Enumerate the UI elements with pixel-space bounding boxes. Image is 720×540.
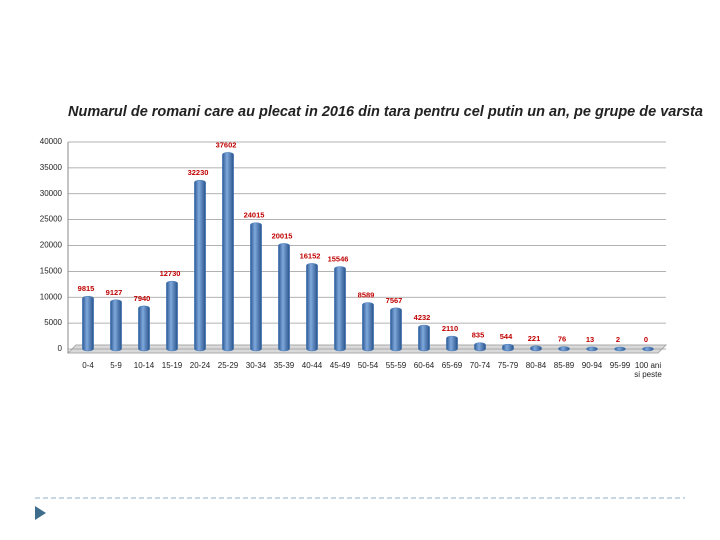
data-label: 76: [558, 335, 566, 344]
y-tick-label: 10000: [40, 292, 63, 301]
x-tick-label: 15-19: [161, 361, 183, 370]
bar: [110, 299, 122, 352]
x-tick-label: 90-94: [581, 361, 603, 370]
bar: [222, 152, 234, 352]
bar: [390, 307, 402, 352]
bar: [138, 305, 150, 352]
x-tick-label: 50-54: [357, 361, 379, 370]
data-label: 24015: [244, 211, 265, 220]
bar: [334, 266, 346, 352]
x-tick-label: 5-9: [110, 361, 122, 370]
bullet-arrow: [35, 506, 46, 520]
x-tick-label: 40-44: [301, 361, 323, 370]
data-label: 8589: [358, 291, 375, 300]
x-tick-label: 25-29: [217, 361, 239, 370]
x-tick-label: 30-34: [245, 361, 267, 370]
data-label: 544: [500, 332, 513, 341]
x-tick-label: 60-64: [413, 361, 435, 370]
bar: [306, 263, 318, 352]
bar: [194, 179, 206, 352]
data-label: 20015: [272, 231, 293, 240]
x-tick-label: 100 ani si peste: [634, 361, 662, 379]
x-tick-label: 55-59: [385, 361, 407, 370]
data-label: 16152: [300, 251, 321, 260]
data-label: 7940: [134, 294, 151, 303]
data-label: 2: [616, 335, 620, 344]
x-tick-label: 85-89: [553, 361, 575, 370]
data-label: 2110: [442, 324, 458, 333]
bar: [474, 342, 486, 352]
data-label: 0: [644, 335, 648, 344]
x-tick-label: 45-49: [329, 361, 351, 370]
bar: [418, 324, 430, 352]
chart-title: Numarul de romani care au plecat in 2016…: [68, 104, 703, 120]
x-tick-label: 75-79: [497, 361, 519, 370]
data-label: 221: [528, 334, 541, 343]
data-label: 7567: [386, 296, 403, 305]
data-label: 9127: [106, 288, 123, 297]
data-label: 835: [472, 331, 485, 340]
bar: [502, 343, 514, 352]
bar: [614, 346, 626, 352]
x-tick-label: 70-74: [469, 361, 491, 370]
x-tick-label: 10-14: [133, 361, 155, 370]
bar: [530, 345, 542, 352]
y-tick-label: 0: [58, 344, 63, 353]
bar: [586, 346, 598, 352]
x-tick-label: 80-84: [525, 361, 547, 370]
x-tick-label: 20-24: [189, 361, 211, 370]
data-label: 13: [586, 335, 594, 344]
y-tick-label: 30000: [40, 189, 63, 198]
bar: [558, 346, 570, 352]
x-tick-label: 0-4: [82, 361, 94, 370]
data-label: 9815: [78, 284, 95, 293]
x-tick-label: 35-39: [273, 361, 295, 370]
x-tick-label: 65-69: [441, 361, 463, 370]
bar: [166, 280, 178, 352]
bar: [642, 346, 654, 352]
data-label: 4232: [414, 313, 431, 322]
bar: [446, 335, 458, 352]
bar: [82, 295, 94, 352]
data-label: 12730: [160, 269, 181, 278]
y-tick-label: 5000: [44, 318, 62, 327]
y-tick-label: 35000: [40, 163, 63, 172]
bar: [278, 243, 290, 352]
data-label: 37602: [216, 140, 237, 149]
y-tick-label: 40000: [40, 137, 63, 146]
bar: [362, 302, 374, 352]
data-label: 15546: [328, 255, 349, 264]
data-label: 32230: [188, 168, 209, 177]
y-tick-label: 15000: [40, 266, 63, 275]
y-tick-label: 25000: [40, 215, 63, 224]
y-tick-label: 20000: [40, 241, 63, 250]
bar: [250, 222, 262, 352]
x-tick-label: 95-99: [609, 361, 631, 370]
